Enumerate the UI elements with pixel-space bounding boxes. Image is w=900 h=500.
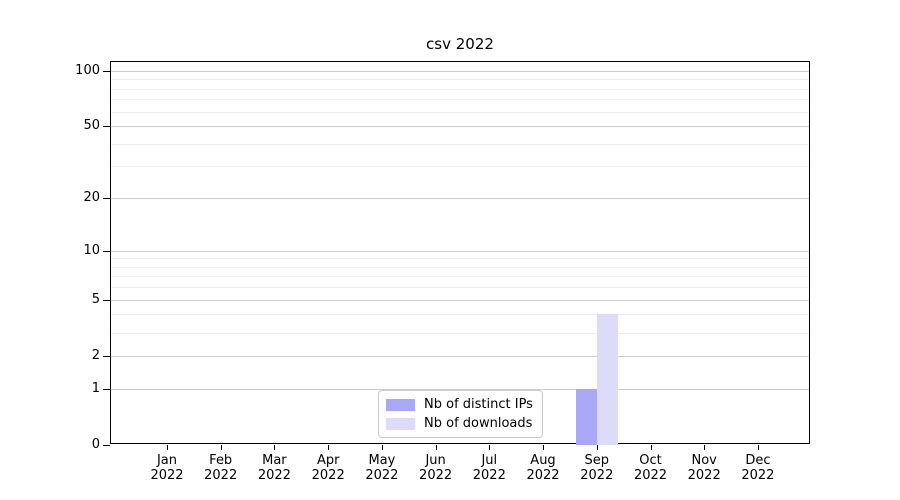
x-tick-label: May 2022 bbox=[365, 453, 399, 483]
x-tick-label: Oct 2022 bbox=[633, 453, 668, 483]
minor-gridline bbox=[111, 88, 809, 90]
legend-label-downloads: Nb of downloads bbox=[424, 416, 533, 431]
y-tick-mark bbox=[103, 388, 110, 390]
x-tick-mark bbox=[167, 445, 168, 450]
y-tick-label: 100 bbox=[75, 62, 100, 78]
minor-gridline bbox=[111, 276, 809, 278]
x-tick-mark bbox=[328, 445, 330, 450]
legend: Nb of distinct IPs Nb of downloads bbox=[378, 390, 543, 438]
y-tick-label: 20 bbox=[83, 190, 100, 205]
major-gridline bbox=[111, 299, 809, 301]
y-tick-label: 1 bbox=[91, 380, 100, 396]
major-gridline bbox=[111, 388, 809, 390]
x-tick-mark bbox=[274, 445, 276, 450]
bar-downloads bbox=[596, 314, 618, 445]
x-tick-label: Jan 2022 bbox=[150, 453, 184, 483]
bar-distinct-ips bbox=[575, 388, 597, 445]
minor-gridline bbox=[111, 314, 809, 316]
legend-swatch-distinct-ips bbox=[386, 398, 415, 411]
minor-gridline bbox=[111, 79, 809, 81]
y-tick-label: 0 bbox=[91, 437, 100, 452]
major-gridline bbox=[111, 70, 809, 72]
minor-gridline bbox=[111, 287, 809, 289]
x-tick-label: Sep 2022 bbox=[580, 453, 614, 483]
major-gridline bbox=[111, 126, 809, 127]
major-gridline bbox=[111, 250, 809, 252]
y-tick-mark bbox=[103, 355, 110, 357]
chart-title: csv 2022 bbox=[426, 35, 494, 53]
minor-gridline bbox=[111, 332, 809, 334]
minor-gridline bbox=[111, 99, 809, 101]
y-tick-mark bbox=[103, 299, 110, 301]
y-tick-label: 5 bbox=[91, 291, 100, 307]
y-tick-mark bbox=[103, 126, 110, 127]
y-tick-mark bbox=[103, 198, 110, 199]
x-tick-label: Apr 2022 bbox=[311, 453, 345, 483]
minor-gridline bbox=[111, 111, 809, 113]
x-tick-label: Nov 2022 bbox=[687, 453, 721, 483]
x-tick-mark bbox=[543, 445, 544, 450]
minor-gridline bbox=[111, 258, 809, 260]
legend-item-distinct-ips: Nb of distinct IPs bbox=[386, 397, 533, 412]
y-tick-mark bbox=[103, 70, 110, 72]
x-tick-label: Mar 2022 bbox=[257, 453, 291, 483]
x-tick-mark bbox=[757, 445, 759, 450]
plot-area: 0 1 2 5 10 20 50 100 Jan 2022 Feb 2022 Mar 2022 Apr 202… bbox=[75, 61, 810, 483]
y-tick-label: 2 bbox=[91, 347, 100, 363]
major-gridline bbox=[111, 198, 809, 199]
x-tick-mark bbox=[704, 445, 706, 450]
minor-gridline bbox=[111, 266, 809, 268]
x-tick-mark bbox=[596, 445, 598, 450]
x-tick-label: Dec 2022 bbox=[741, 453, 775, 483]
major-gridline bbox=[111, 355, 809, 357]
x-tick-mark bbox=[220, 445, 222, 450]
x-tick-label: Jun 2022 bbox=[419, 453, 453, 483]
legend-swatch-downloads bbox=[386, 417, 415, 430]
x-tick-mark bbox=[381, 445, 383, 450]
x-tick-mark bbox=[650, 445, 652, 450]
legend-label-distinct-ips: Nb of distinct IPs bbox=[424, 397, 533, 412]
x-tick-label: Jul 2022 bbox=[472, 453, 506, 483]
x-tick-mark bbox=[435, 445, 437, 450]
y-tick-label: 50 bbox=[83, 118, 100, 133]
x-tick-label: Feb 2022 bbox=[204, 453, 238, 483]
x-tick-mark bbox=[489, 445, 491, 450]
y-tick-label: 10 bbox=[83, 242, 100, 258]
minor-gridline bbox=[111, 143, 809, 145]
x-tick-label: Aug 2022 bbox=[526, 453, 560, 483]
y-tick-mark bbox=[103, 250, 110, 252]
legend-item-downloads: Nb of downloads bbox=[386, 416, 533, 431]
y-tick-mark bbox=[103, 445, 110, 446]
minor-gridline bbox=[111, 166, 809, 168]
